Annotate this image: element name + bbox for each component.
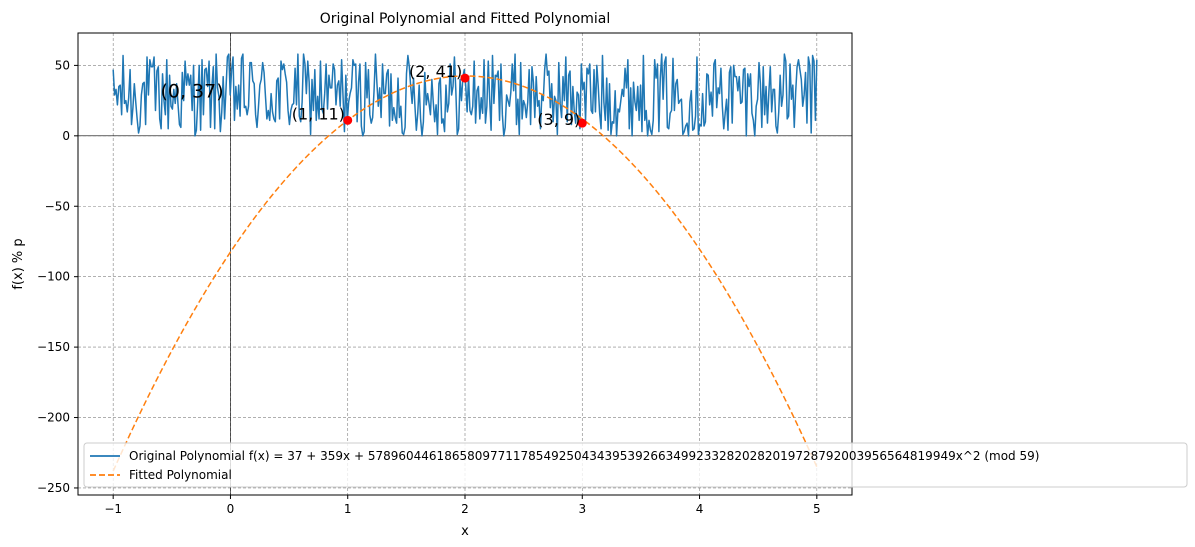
x-axis-label: x: [461, 524, 469, 539]
y-tick-label: −250: [37, 481, 70, 495]
x-tick-label: 2: [461, 502, 469, 516]
y-tick-label: 0: [62, 129, 70, 143]
point-label: (1, 11): [292, 104, 345, 123]
data-point: [577, 118, 587, 128]
legend: Original Polynomial f(x) = 37 + 359x + 5…: [83, 442, 1188, 488]
x-tick-label: 3: [578, 502, 586, 516]
legend-box: [83, 442, 1188, 488]
data-point: [460, 73, 470, 83]
x-tick-label: 1: [344, 502, 352, 516]
reference-lines: [78, 33, 852, 495]
y-tick-label: −100: [37, 270, 70, 284]
y-tick-label: −50: [45, 199, 70, 213]
x-tick-label: 0: [227, 502, 235, 516]
point-label: (3, 9): [537, 110, 580, 129]
y-tick-label: −200: [37, 411, 70, 425]
x-tick-label: −1: [104, 502, 122, 516]
chart-title: Original Polynomial and Fitted Polynomia…: [320, 11, 611, 27]
y-tick-label: 50: [55, 58, 70, 72]
x-tick-label: 5: [813, 502, 821, 516]
data-point: [343, 115, 353, 125]
y-tick-label: −150: [37, 340, 70, 354]
axis-ticks: −1 0 1 2 3 4 5 −250 −200 −150 −100 −50 0 50: [37, 58, 821, 516]
point-label: (2, 41): [409, 62, 462, 81]
y-axis-label: f(x) % p: [11, 238, 26, 289]
legend-label: Original Polynomial f(x) = 37 + 359x + 5…: [129, 449, 1039, 463]
legend-label: Fitted Polynomial: [129, 468, 232, 482]
points-layer: (1, 11) (2, 41) (3, 9) (0, 37): [160, 62, 587, 129]
x-tick-label: 4: [696, 502, 704, 516]
annotation-label: (0, 37): [160, 81, 223, 103]
